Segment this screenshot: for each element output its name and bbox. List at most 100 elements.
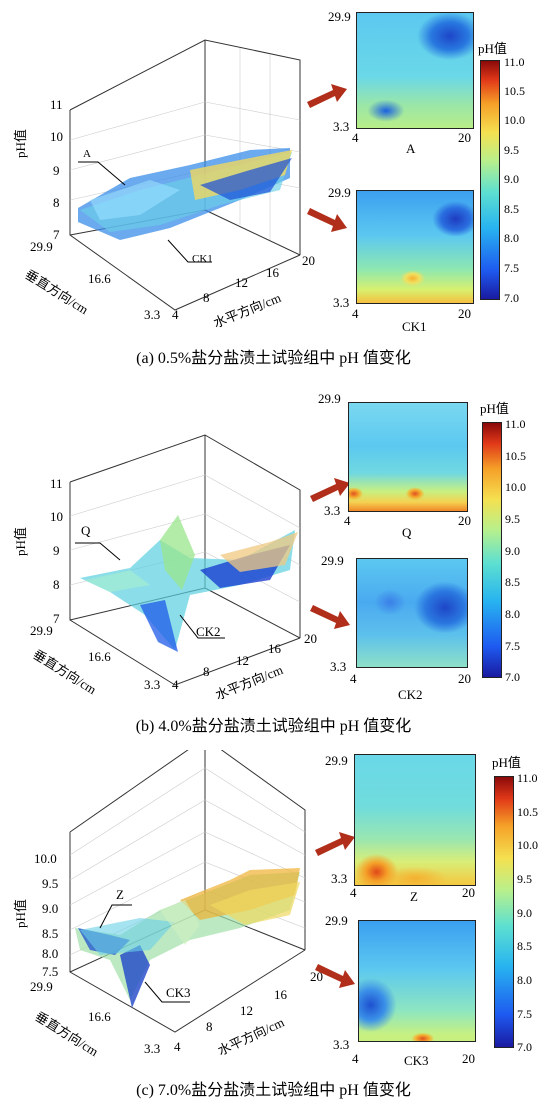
x-tick: 20 bbox=[310, 969, 323, 984]
y-tick: 3.3 bbox=[144, 677, 161, 692]
x-tick: 4 bbox=[172, 307, 179, 322]
surface-label: CK3 bbox=[166, 985, 191, 1000]
hm-xr: 20 bbox=[458, 130, 471, 145]
z-tick: 7 bbox=[53, 611, 60, 626]
cbar-tick: 7.0 bbox=[504, 291, 519, 305]
z-tick: 7.5 bbox=[42, 964, 59, 979]
cbar-tick: 10.0 bbox=[504, 113, 525, 127]
z-tick: 11 bbox=[50, 97, 63, 112]
y-tick: 3.3 bbox=[144, 1041, 161, 1056]
surface-plot-a bbox=[69, 39, 301, 311]
z-tick: 9 bbox=[53, 543, 60, 558]
x-tick: 16 bbox=[268, 641, 281, 656]
hm-ybot: 3.3 bbox=[333, 295, 350, 310]
z-tick: 9 bbox=[53, 163, 60, 178]
z-tick: 10 bbox=[50, 129, 63, 144]
surface-label: CK2 bbox=[196, 624, 221, 639]
y-tick: 16.6 bbox=[88, 1009, 111, 1024]
z-axis-label: pH值 bbox=[13, 899, 28, 928]
hm-ytop: 29.9 bbox=[325, 753, 348, 768]
cbar-tick: 7.5 bbox=[505, 639, 520, 653]
hm-ybot: 3.3 bbox=[324, 503, 341, 518]
hm-name: Z bbox=[410, 889, 418, 904]
cbar-tick: 9.5 bbox=[505, 512, 520, 526]
cbar-tick: 8.5 bbox=[505, 575, 520, 589]
z-tick: 7 bbox=[53, 227, 60, 242]
x-tick: 8 bbox=[203, 664, 210, 679]
hm-xl: 4 bbox=[352, 1051, 359, 1066]
hm-ytop: 29.9 bbox=[328, 9, 351, 24]
x-tick: 20 bbox=[302, 253, 315, 268]
cbar-tick: 10.0 bbox=[517, 838, 538, 852]
heatmap-z bbox=[354, 754, 476, 886]
caption-b: (b) 4.0%盐分盐渍土试验组中 pH 值变化 bbox=[135, 718, 412, 735]
z-axis-label: pH值 bbox=[13, 129, 28, 158]
hm-ytop: 29.9 bbox=[321, 553, 344, 568]
z-tick: 9.0 bbox=[42, 901, 59, 916]
hm-xr: 20 bbox=[462, 1051, 475, 1066]
x-tick: 16 bbox=[274, 987, 287, 1002]
colorbar-title: pH值 bbox=[478, 41, 507, 56]
z-tick: 8 bbox=[53, 577, 60, 592]
hm-ytop: 29.9 bbox=[318, 391, 341, 406]
surface-label: Z bbox=[116, 887, 124, 902]
panel-c: 10.0 9.5 9.0 8.5 8.0 7.5 pH值 29.9 16.6 3… bbox=[0, 750, 547, 1110]
colorbar-title: pH值 bbox=[480, 401, 509, 416]
cbar-tick: 8.0 bbox=[517, 973, 532, 987]
hm-name: Q bbox=[402, 525, 412, 540]
hm-xr: 20 bbox=[462, 885, 475, 900]
cbar-tick: 8.5 bbox=[504, 202, 519, 216]
arrow-icon bbox=[315, 832, 355, 856]
cbar-tick: 8.0 bbox=[504, 231, 519, 245]
colorbar bbox=[494, 776, 514, 1048]
surface-label: CK1 bbox=[192, 253, 213, 265]
y-tick: 16.6 bbox=[88, 271, 111, 286]
z-tick: 10.0 bbox=[34, 851, 57, 866]
hm-xl: 4 bbox=[350, 885, 357, 900]
cbar-tick: 9.5 bbox=[504, 143, 519, 157]
x-tick: 16 bbox=[266, 265, 279, 280]
z-axis-label: pH值 bbox=[13, 527, 28, 556]
caption-a: (a) 0.5%盐分盐渍土试验组中 pH 值变化 bbox=[136, 350, 411, 367]
arrow-icon bbox=[315, 964, 355, 988]
cbar-tick: 7.5 bbox=[504, 261, 519, 275]
hm-xl: 4 bbox=[344, 513, 351, 528]
cbar-tick: 7.0 bbox=[517, 1040, 532, 1054]
hm-xr: 20 bbox=[458, 306, 471, 321]
y-tick: 29.9 bbox=[30, 623, 53, 638]
z-tick: 9.5 bbox=[42, 876, 59, 891]
heatmap-ck1 bbox=[356, 190, 474, 304]
cbar-tick: 8.5 bbox=[517, 939, 532, 953]
arrow-icon bbox=[307, 208, 347, 232]
surface-plot-b bbox=[69, 434, 301, 686]
cbar-tick: 9.0 bbox=[505, 544, 520, 558]
cbar-tick: 10.0 bbox=[505, 480, 526, 494]
y-tick: 16.6 bbox=[88, 649, 111, 664]
hm-xr: 20 bbox=[458, 671, 471, 686]
cbar-tick: 7.5 bbox=[517, 1007, 532, 1021]
hm-name: CK3 bbox=[404, 1053, 429, 1068]
cbar-tick: 9.0 bbox=[504, 172, 519, 186]
surface-plot-c bbox=[69, 750, 306, 1033]
cbar-tick: 10.5 bbox=[505, 449, 526, 463]
y-tick: 29.9 bbox=[30, 979, 53, 994]
cbar-tick: 7.0 bbox=[505, 670, 520, 684]
cbar-tick: 10.5 bbox=[517, 805, 538, 819]
cbar-tick: 11.0 bbox=[505, 417, 526, 431]
z-tick: 11 bbox=[50, 476, 63, 491]
surface-label: A bbox=[83, 148, 91, 160]
colorbar-title: pH值 bbox=[492, 755, 521, 770]
x-tick: 4 bbox=[172, 677, 179, 692]
panel-b: 11 10 9 8 7 pH值 29.9 16.6 3.3 垂直方向/cm 4 … bbox=[0, 380, 547, 750]
x-tick: 8 bbox=[203, 290, 210, 305]
hm-name: A bbox=[406, 141, 416, 156]
cbar-tick: 10.5 bbox=[504, 84, 525, 98]
colorbar bbox=[482, 422, 502, 678]
cbar-tick: 8.0 bbox=[505, 607, 520, 621]
heatmap-a bbox=[356, 12, 474, 129]
colorbar bbox=[480, 60, 500, 300]
hm-ybot: 3.3 bbox=[333, 1037, 350, 1052]
x-tick: 12 bbox=[236, 653, 249, 668]
hm-ybot: 3.3 bbox=[331, 871, 348, 886]
cbar-tick: 9.0 bbox=[517, 906, 532, 920]
